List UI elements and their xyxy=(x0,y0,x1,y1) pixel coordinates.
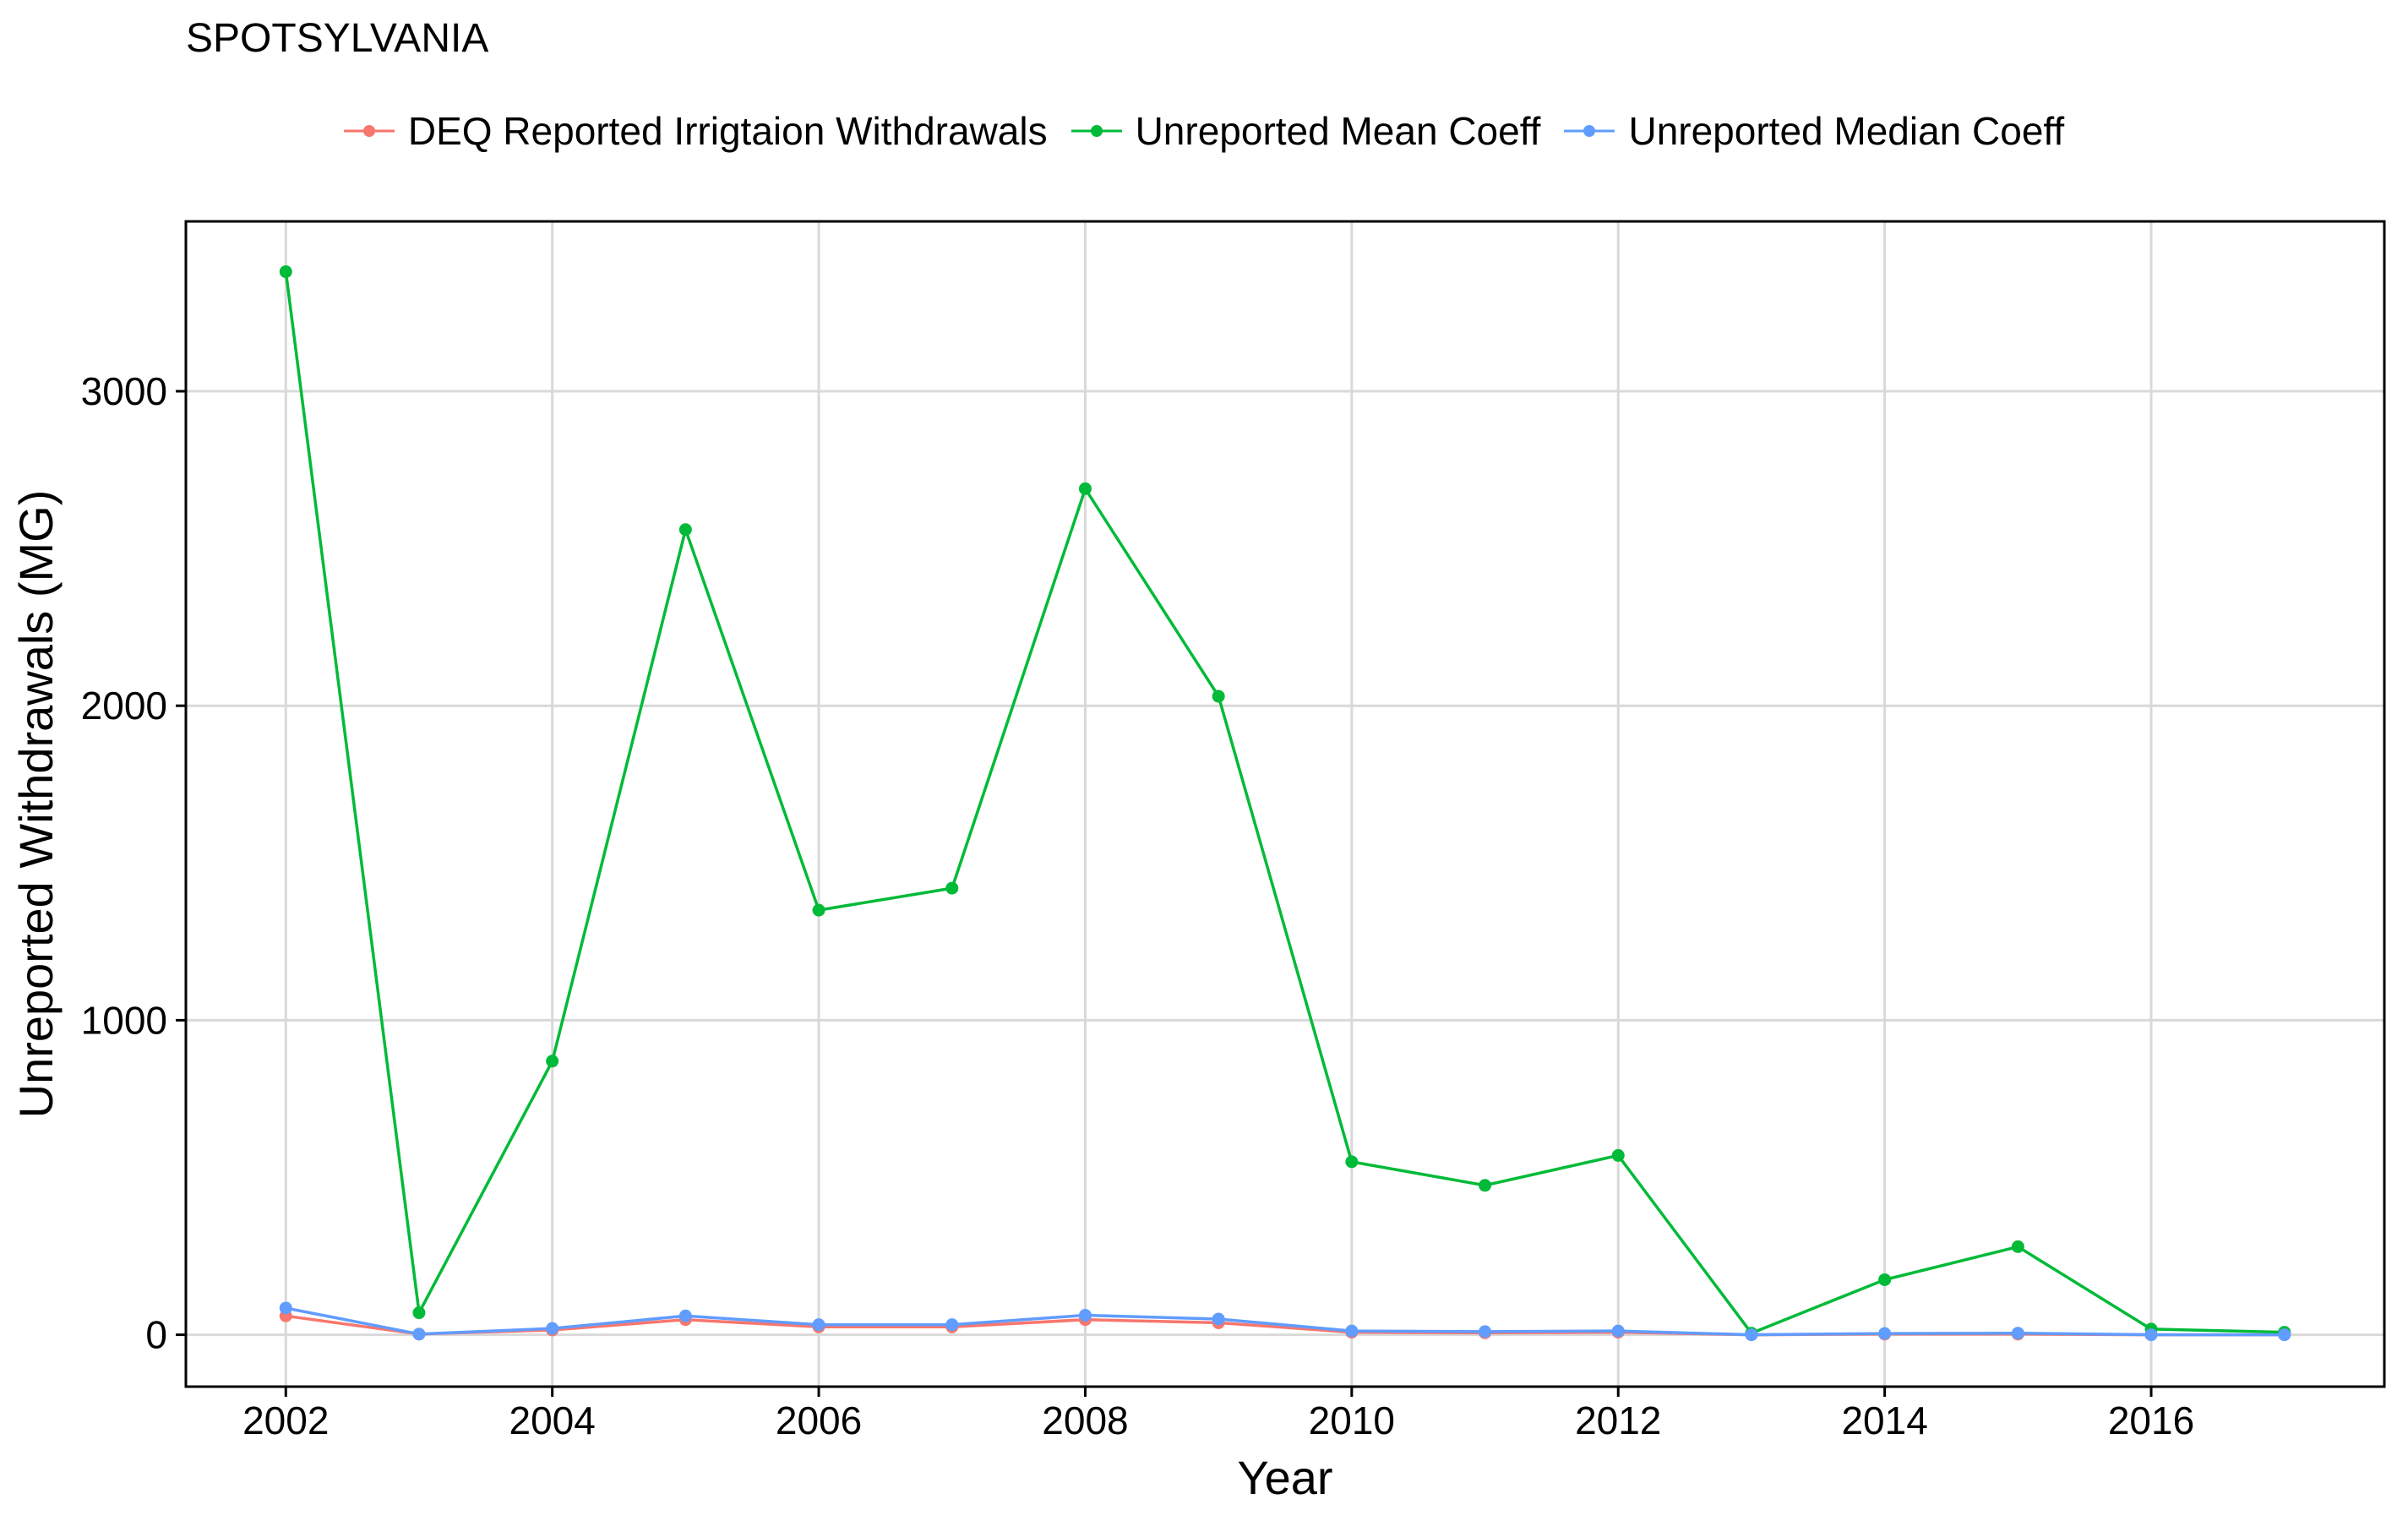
legend: DEQ Reported Irrigtaion Withdrawals Unre… xyxy=(0,108,2408,154)
legend-label-median-coeff: Unreported Median Coeff xyxy=(1628,109,2065,153)
x-tick-label-2016: 2016 xyxy=(2108,1398,2194,1442)
series-2-point-2005 xyxy=(678,1309,692,1322)
series-layer xyxy=(279,265,2291,1342)
x-tick-label-2004: 2004 xyxy=(509,1398,595,1442)
series-2-point-2002 xyxy=(279,1301,292,1315)
series-2-point-2008 xyxy=(1078,1309,1092,1322)
series-2-point-2004 xyxy=(546,1322,559,1335)
series-1-point-2005 xyxy=(678,523,692,537)
legend-label-deq-reported: DEQ Reported Irrigtaion Withdrawals xyxy=(407,109,1048,153)
legend-item-mean-coeff: Unreported Mean Coeff xyxy=(1071,108,1541,154)
legend-key-deq-reported xyxy=(343,125,395,137)
y-tick-label-1000: 1000 xyxy=(81,998,167,1042)
series-2-point-2010 xyxy=(1345,1324,1359,1338)
x-tick-label-2012: 2012 xyxy=(1575,1398,1661,1442)
x-tick-label-2008: 2008 xyxy=(1042,1398,1128,1442)
series-1-point-2014 xyxy=(1878,1273,1892,1286)
x-tick-label-2006: 2006 xyxy=(776,1398,862,1442)
y-tick-label-0: 0 xyxy=(145,1313,167,1357)
series-2-point-2007 xyxy=(945,1318,959,1332)
series-1-point-2006 xyxy=(812,903,825,917)
series-1-point-2012 xyxy=(1611,1148,1625,1162)
panel-border xyxy=(184,220,2386,1388)
x-tick-label-2014: 2014 xyxy=(1841,1398,1927,1442)
legend-key-median-coeff xyxy=(1564,125,1615,137)
series-2-point-2017 xyxy=(2278,1328,2291,1342)
series-2-point-2011 xyxy=(1479,1325,1492,1338)
series-1-point-2003 xyxy=(412,1306,426,1320)
series-2-point-2006 xyxy=(812,1318,825,1332)
series-1-point-2004 xyxy=(546,1055,559,1068)
series-2-point-2016 xyxy=(2144,1328,2158,1342)
series-2-point-2012 xyxy=(1611,1324,1625,1338)
series-1-point-2008 xyxy=(1078,482,1092,495)
series-1-point-2011 xyxy=(1479,1179,1492,1192)
series-line-2 xyxy=(285,1306,2285,1337)
series-1-point-2010 xyxy=(1345,1155,1359,1169)
series-1-point-2002 xyxy=(279,265,292,279)
y-axis-label: Unreported Withdrawals (MG) xyxy=(9,490,63,1119)
legend-item-median-coeff: Unreported Median Coeff xyxy=(1564,108,2064,154)
series-1-point-2015 xyxy=(2011,1240,2024,1253)
series-2-point-2015 xyxy=(2011,1327,2024,1340)
x-axis-label: Year xyxy=(1237,1451,1332,1504)
legend-label-mean-coeff: Unreported Mean Coeff xyxy=(1135,109,1541,153)
series-1-point-2009 xyxy=(1212,690,1225,703)
series-2-point-2003 xyxy=(412,1327,426,1341)
x-tick-label-2010: 2010 xyxy=(1309,1398,1395,1442)
x-tick-label-2002: 2002 xyxy=(242,1398,329,1442)
axes: 2002 2004 2006 2008 2010 2012 2014 2016 0 1000 200… xyxy=(81,369,2195,1442)
legend-key-mean-coeff xyxy=(1071,125,1122,137)
series-1-point-2007 xyxy=(945,881,959,895)
legend-item-deq-reported: DEQ Reported Irrigtaion Withdrawals xyxy=(343,108,1048,154)
series-1 xyxy=(279,265,2291,1340)
y-tick-label-2000: 2000 xyxy=(81,684,167,728)
series-line-1 xyxy=(284,271,2285,1335)
y-tick-label-3000: 3000 xyxy=(81,369,167,413)
series-2-point-2013 xyxy=(1745,1328,1758,1342)
grid-lines xyxy=(186,221,2384,1387)
series-2 xyxy=(279,1301,2291,1342)
series-2-point-2009 xyxy=(1212,1312,1225,1326)
chart-title: SPOTSYLVANIA xyxy=(186,16,489,61)
series-2-point-2014 xyxy=(1878,1327,1892,1340)
